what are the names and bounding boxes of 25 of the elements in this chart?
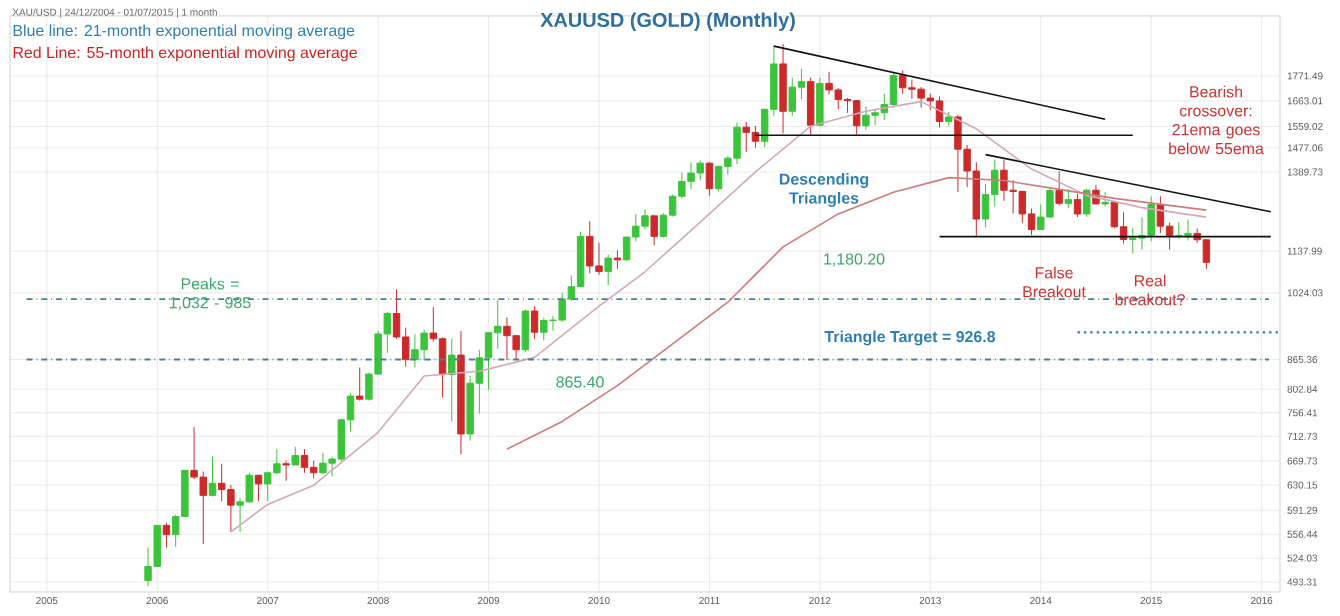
candlestick (705, 161, 714, 197)
candlestick (208, 456, 217, 498)
candlestick (806, 77, 815, 137)
candlestick (521, 308, 530, 353)
candlestick (779, 43, 787, 134)
candlestick (852, 99, 861, 136)
line-series (506, 176, 1208, 450)
candlestick (162, 522, 171, 549)
chart-title: XAUUSD (GOLD) (Monthly) (540, 12, 795, 31)
candlestick (1055, 170, 1063, 206)
candlestick (1064, 188, 1073, 209)
candlestick (1073, 193, 1082, 218)
candlestick (944, 111, 953, 127)
candlestick (457, 330, 465, 455)
candlestick (613, 249, 622, 270)
candlestick (816, 77, 824, 126)
candlestick (282, 460, 290, 482)
candlestick (1101, 191, 1109, 208)
candlestick (604, 254, 612, 286)
candlestick (355, 367, 364, 402)
candlestick (650, 215, 658, 246)
candlestick (291, 446, 300, 466)
candlestick (448, 338, 456, 422)
candlestick (530, 305, 539, 340)
candlestick (254, 474, 263, 502)
